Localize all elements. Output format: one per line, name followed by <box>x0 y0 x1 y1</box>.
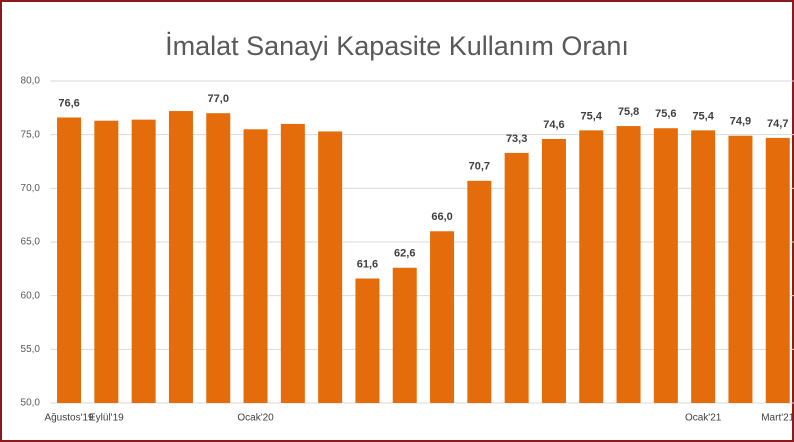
bar <box>243 129 268 404</box>
x-tick-label: Ağustos'19 <box>44 413 94 424</box>
bar <box>765 137 790 404</box>
bar <box>579 130 604 403</box>
y-tick-label: 80,0 <box>21 76 41 87</box>
bar <box>653 128 678 403</box>
y-tick-label: 70,0 <box>21 183 41 194</box>
chart-title: İmalat Sanayi Kapasite Kullanım Oranı <box>165 30 629 61</box>
data-label: 73,3 <box>506 133 527 145</box>
bar <box>318 131 343 404</box>
bar <box>94 120 119 404</box>
bar <box>728 135 753 404</box>
x-tick-label: Mart'21 <box>761 413 794 424</box>
data-label: 74,6 <box>543 119 564 131</box>
data-label: 74,9 <box>730 116 751 128</box>
y-tick-label: 50,0 <box>21 398 41 409</box>
data-label: 75,8 <box>618 106 639 118</box>
bar <box>168 111 193 403</box>
data-label: 77,0 <box>208 93 229 105</box>
bar <box>504 152 529 403</box>
data-label: 75,4 <box>692 110 714 122</box>
data-label: 70,7 <box>469 161 490 173</box>
bar <box>57 117 82 403</box>
y-tick-label: 75,0 <box>21 129 41 140</box>
y-tick-label: 60,0 <box>21 290 41 301</box>
data-label: 62,6 <box>394 248 415 260</box>
x-tick-label: Ocak'21 <box>685 413 722 424</box>
x-tick-label: Ocak'20 <box>237 413 274 424</box>
y-tick-label: 55,0 <box>21 344 41 355</box>
data-label: 75,4 <box>581 110 603 122</box>
bar <box>280 123 305 403</box>
bar <box>467 180 492 403</box>
data-label: 76,6 <box>58 97 79 109</box>
data-label: 66,0 <box>431 211 452 223</box>
bar <box>392 267 417 403</box>
bar <box>616 126 641 403</box>
bar <box>691 130 716 403</box>
bar <box>355 278 380 403</box>
y-tick-label: 65,0 <box>21 237 41 248</box>
data-label: 61,6 <box>357 258 378 270</box>
data-label: 74,7 <box>767 118 788 130</box>
x-tick-label: Eylül'19 <box>89 413 124 424</box>
bar <box>131 119 156 403</box>
bar <box>206 113 231 403</box>
data-label: 75,6 <box>655 108 676 120</box>
bar <box>430 231 455 403</box>
bar <box>541 138 566 403</box>
